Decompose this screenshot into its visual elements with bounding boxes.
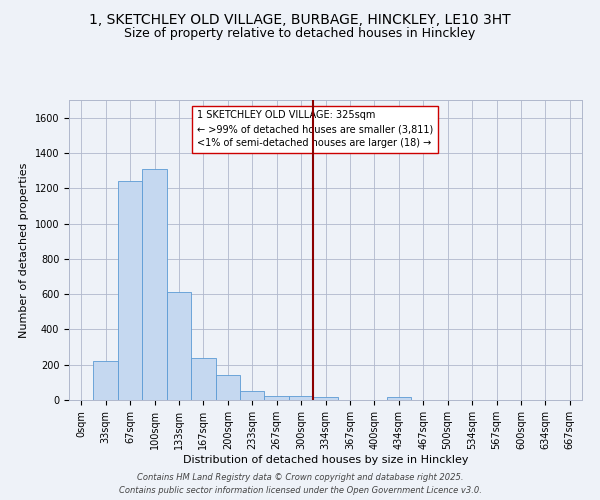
- Y-axis label: Number of detached properties: Number of detached properties: [19, 162, 29, 338]
- Bar: [215, 376, 240, 400]
- Bar: [313, 398, 338, 400]
- Bar: [265, 396, 289, 400]
- Bar: [240, 391, 265, 400]
- Bar: [167, 292, 191, 400]
- X-axis label: Distribution of detached houses by size in Hinckley: Distribution of detached houses by size …: [183, 454, 468, 464]
- Bar: [191, 358, 215, 400]
- Bar: [386, 398, 411, 400]
- Text: Contains public sector information licensed under the Open Government Licence v3: Contains public sector information licen…: [119, 486, 481, 495]
- Bar: [142, 169, 167, 400]
- Bar: [289, 396, 313, 400]
- Text: Size of property relative to detached houses in Hinckley: Size of property relative to detached ho…: [124, 28, 476, 40]
- Text: Contains HM Land Registry data © Crown copyright and database right 2025.: Contains HM Land Registry data © Crown c…: [137, 474, 463, 482]
- Text: 1 SKETCHLEY OLD VILLAGE: 325sqm
← >99% of detached houses are smaller (3,811)
<1: 1 SKETCHLEY OLD VILLAGE: 325sqm ← >99% o…: [197, 110, 433, 148]
- Bar: [118, 181, 142, 400]
- Bar: [94, 361, 118, 400]
- Text: 1, SKETCHLEY OLD VILLAGE, BURBAGE, HINCKLEY, LE10 3HT: 1, SKETCHLEY OLD VILLAGE, BURBAGE, HINCK…: [89, 12, 511, 26]
